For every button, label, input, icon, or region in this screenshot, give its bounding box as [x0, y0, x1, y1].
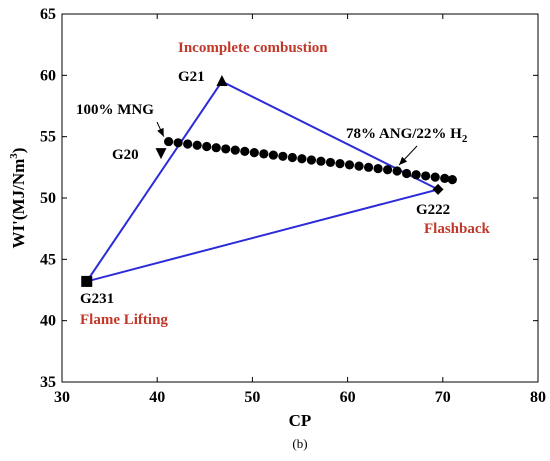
figure-caption: (b) — [292, 436, 307, 451]
data-dot — [297, 154, 307, 164]
data-dot — [164, 136, 174, 147]
data-dot — [192, 140, 202, 150]
x-tick-label: 30 — [54, 389, 70, 406]
arrowhead-100-mng — [157, 127, 164, 137]
y-tick-label: 35 — [40, 374, 56, 391]
data-dot — [354, 161, 364, 171]
data-dot — [278, 151, 288, 161]
data-dot — [249, 148, 259, 158]
label-g21: G21 — [178, 69, 205, 85]
x-ticks: 30 40 50 60 70 80 — [54, 14, 546, 406]
arrowhead-ang-h2 — [399, 156, 408, 166]
data-dot — [430, 172, 440, 182]
data-dot — [373, 163, 383, 174]
x-axis-title: CP — [289, 411, 312, 430]
label-g222: G222 — [416, 202, 450, 218]
marker-g222 — [432, 183, 444, 195]
data-dot — [421, 171, 431, 181]
data-dot — [447, 175, 457, 185]
x-tick-label: 80 — [530, 389, 546, 406]
triangle-region — [84, 80, 441, 284]
region-incomplete-combustion: Incomplete combustion — [178, 40, 328, 56]
x-tick-label: 70 — [435, 389, 451, 406]
annotation-100-mng: 100% MNG — [76, 102, 154, 118]
region-flashback: Flashback — [424, 221, 491, 237]
data-dot — [411, 170, 421, 180]
data-dot — [306, 155, 317, 165]
data-dot — [221, 144, 231, 154]
y-tick-label: 65 — [40, 6, 56, 23]
y-ticks: 35 40 45 50 55 60 65 — [40, 6, 538, 391]
label-g20: G20 — [112, 147, 139, 163]
data-dot — [202, 141, 212, 152]
annotation-ang-h2-sub: 2 — [462, 133, 468, 145]
data-dot — [335, 159, 345, 169]
marker-g21 — [216, 74, 228, 86]
data-dot — [440, 173, 450, 183]
x-tick-label: 50 — [244, 389, 260, 406]
marker-g231 — [81, 275, 93, 287]
data-dot — [363, 162, 374, 172]
y-tick-label: 40 — [40, 313, 56, 330]
data-dot — [316, 156, 326, 166]
data-dot — [392, 166, 402, 176]
data-dot — [183, 139, 193, 149]
y-axis-title: WI'(MJ/Nm3) — [8, 148, 28, 249]
x-tick-label: 40 — [149, 389, 165, 406]
vertex-markers — [81, 74, 444, 287]
y-axis-title-sup: 3 — [8, 153, 20, 159]
data-dot — [402, 168, 412, 179]
y-tick-label: 55 — [40, 129, 56, 146]
data-dot — [344, 160, 355, 170]
y-tick-label: 60 — [40, 67, 56, 84]
marker-g20 — [155, 148, 167, 160]
data-dot — [211, 143, 221, 153]
x-tick-label: 60 — [340, 389, 356, 406]
region-flame-lifting: Flame Lifting — [80, 312, 168, 328]
data-dot — [240, 146, 250, 156]
annotation-ang-h2: 78% ANG/22% H2 — [346, 126, 468, 145]
data-dot — [173, 138, 183, 148]
data-dot — [230, 145, 240, 155]
y-tick-label: 45 — [40, 251, 56, 268]
data-dot — [382, 165, 393, 175]
y-tick-label: 50 — [40, 190, 56, 207]
dot-series — [164, 136, 457, 185]
data-dot — [325, 157, 336, 168]
data-dot — [259, 149, 269, 159]
data-dot — [287, 152, 297, 163]
data-dot — [268, 150, 278, 160]
label-g231: G231 — [80, 291, 114, 307]
